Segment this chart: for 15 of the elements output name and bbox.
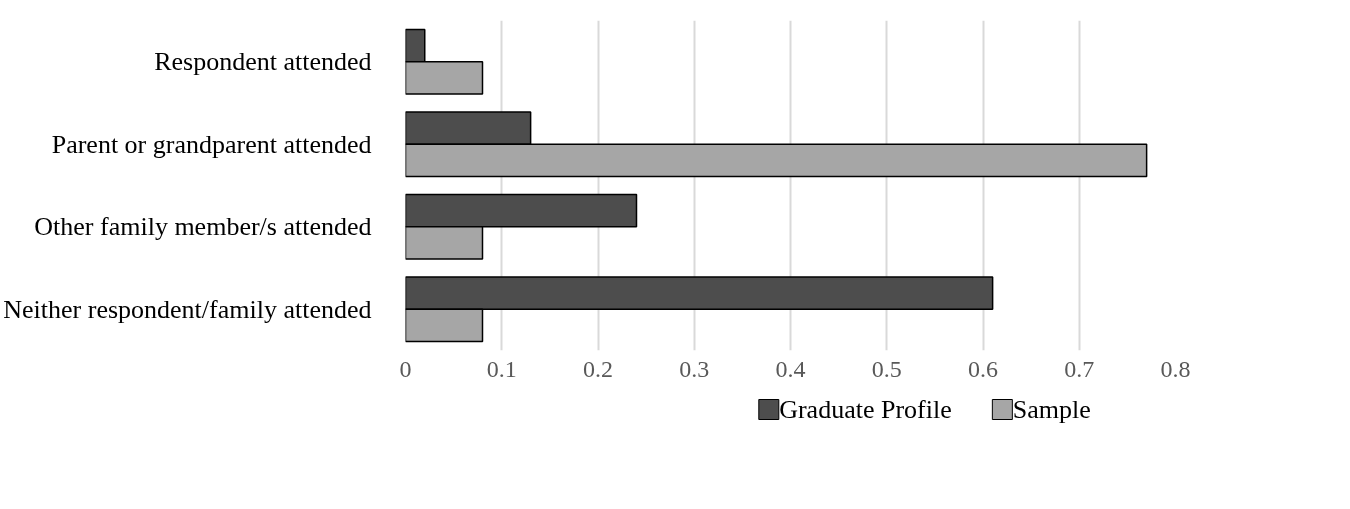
x-tick-label: 0.2 xyxy=(583,355,613,382)
legend-label: Graduate Profile xyxy=(779,395,952,424)
y-tick-label: Parent or grandparent attended xyxy=(51,129,372,159)
x-tick-label: 0.5 xyxy=(871,355,902,382)
x-tick-label: 0.7 xyxy=(1064,355,1095,382)
legend-label: Sample xyxy=(1012,395,1091,424)
y-tick-label: Other family member/s attended xyxy=(34,212,372,242)
x-tick-label: 0 xyxy=(399,355,412,382)
x-tick-label: 0.8 xyxy=(1160,355,1191,382)
x-tick-label: 0.6 xyxy=(968,355,998,382)
x-tick-label: 0.3 xyxy=(679,355,710,382)
x-tick-label: 0.4 xyxy=(775,355,806,382)
y-tick-label: Neither respondent/family attended xyxy=(3,294,372,324)
x-tick-label: 0.1 xyxy=(486,355,517,382)
y-tick-label: Respondent attended xyxy=(154,47,372,77)
